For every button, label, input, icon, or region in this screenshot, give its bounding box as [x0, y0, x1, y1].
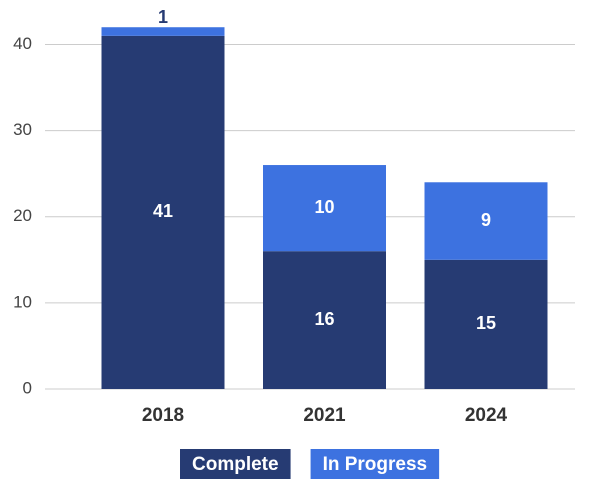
- data-label: 15: [476, 313, 496, 333]
- bar-segment: [263, 165, 386, 252]
- data-label: 9: [481, 210, 491, 230]
- data-label: 16: [314, 309, 334, 329]
- data-label: 41: [153, 201, 173, 221]
- legend-swatch: [180, 449, 291, 479]
- data-label: 10: [314, 197, 334, 217]
- legend-label: In Progress: [323, 454, 428, 475]
- y-tick-label: 0: [23, 378, 32, 397]
- x-tick-label: 2018: [142, 405, 184, 426]
- x-tick-label: 2021: [303, 405, 346, 426]
- y-tick-label: 10: [13, 292, 32, 311]
- y-tick-label: 40: [13, 34, 32, 53]
- bar-segment: [424, 259, 548, 389]
- bar-segment: [101, 27, 225, 36]
- legend-swatch: [310, 449, 440, 479]
- y-tick-label: 20: [13, 206, 32, 225]
- legend-label: Complete: [192, 454, 279, 475]
- bar-segment: [263, 251, 386, 389]
- y-tick-label: 30: [13, 120, 32, 139]
- bar-segment: [424, 182, 548, 260]
- bar-segment: [101, 35, 225, 389]
- x-tick-label: 2024: [465, 405, 508, 426]
- data-label: 1: [158, 7, 168, 27]
